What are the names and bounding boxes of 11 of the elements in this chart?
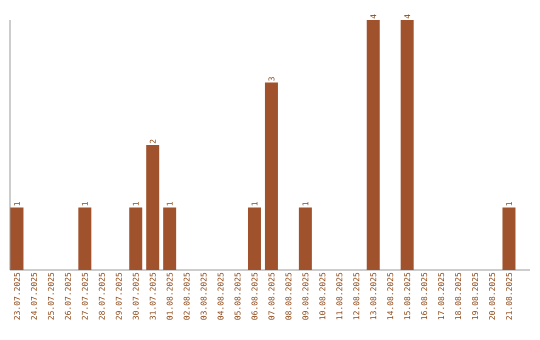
bar bbox=[163, 208, 176, 270]
bar bbox=[400, 20, 414, 270]
bar bbox=[264, 82, 278, 270]
bar bbox=[366, 20, 380, 270]
bar bbox=[248, 208, 261, 270]
bar bbox=[298, 208, 312, 270]
bar bbox=[10, 208, 24, 270]
bar bbox=[129, 208, 142, 270]
bar bbox=[502, 208, 516, 270]
bar bbox=[78, 208, 92, 270]
bar bbox=[146, 145, 160, 270]
